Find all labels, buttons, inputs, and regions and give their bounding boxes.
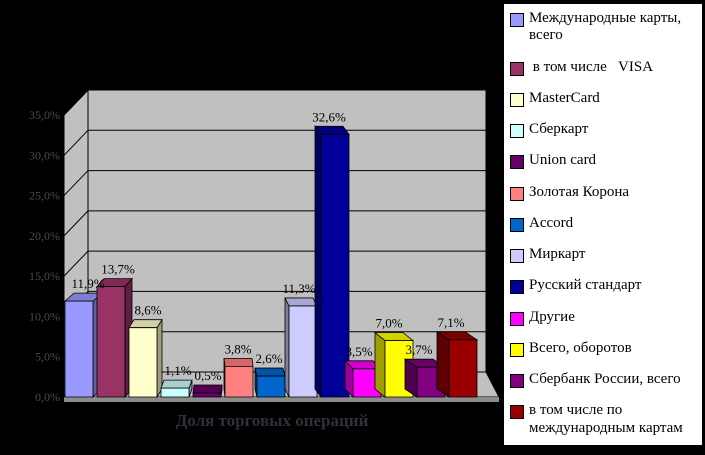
bar-side-13 — [436, 331, 450, 398]
legend-item-label: Union card — [529, 152, 597, 169]
bar-value-label-8: 11,3% — [282, 281, 315, 296]
bar-front-3 — [128, 327, 158, 398]
bar-side-3 — [156, 318, 163, 399]
bar-side-8 — [284, 297, 290, 398]
bar-front-1 — [64, 300, 94, 398]
y-tick-label: 30,0% — [29, 148, 60, 162]
y-tick — [63, 129, 89, 156]
legend-color-swatch — [510, 13, 524, 27]
bar-value-label-5: 0,5% — [194, 368, 221, 383]
legend-color-swatch — [510, 217, 524, 232]
legend-item-label: Сберкарт — [529, 121, 589, 138]
legend-item: MasterCard — [510, 90, 700, 107]
legend: Международные карты, всего в том числе V… — [502, 2, 704, 447]
legend-item: Всего, оборотов — [510, 340, 700, 357]
legend-item-label: Миркарт — [529, 246, 586, 263]
legend-color-swatch — [510, 186, 524, 201]
bar-value-label-7: 2,6% — [255, 351, 282, 366]
legend-item: Международные карты, всего — [510, 10, 700, 45]
chart-svg: 0,0% 5,0% 10,0% 15,0% 20,0% 25,0% 30,0% 35,0% 11… — [29, 88, 500, 430]
legend-item: Union card — [510, 152, 700, 170]
legend-color-swatch — [510, 249, 524, 264]
legend-color-swatch — [510, 155, 524, 170]
bar-top-5 — [192, 384, 223, 394]
bar-value-label-4: 1,1% — [164, 363, 191, 378]
legend-item-label: Accord — [529, 214, 574, 231]
bar-front-4 — [160, 387, 190, 398]
legend-item-label: Международные карты, всего — [529, 10, 685, 44]
bar-front-13 — [448, 339, 478, 398]
y-tick-label: 0,0% — [35, 390, 60, 404]
bar-value-label-3: 8,6% — [134, 303, 161, 318]
legend-item: Сбербанк России, всего — [510, 371, 700, 389]
legend-color-swatch — [510, 374, 524, 389]
bar-value-label-9: 32,6% — [312, 109, 346, 124]
y-tick — [63, 210, 89, 237]
legend-item: Accord — [510, 215, 700, 232]
legend-item: Сберкарт — [510, 121, 700, 139]
legend-item-label: MasterCard — [529, 89, 600, 106]
bar-value-label-1: 11,9% — [71, 276, 104, 291]
bar-value-label-11: 7,0% — [375, 316, 402, 331]
legend-item-label: Сбербанк России, всего — [529, 371, 681, 388]
y-tick-label: 20,0% — [29, 229, 60, 243]
bar-top-3 — [128, 319, 163, 329]
legend-item: Золотая Корона — [510, 184, 700, 201]
y-tick — [63, 250, 89, 277]
bar-top-9 — [314, 125, 350, 135]
legend-color-swatch — [510, 61, 524, 76]
y-tick-label: 35,0% — [29, 108, 60, 122]
bar-top-4 — [160, 379, 193, 389]
legend-color-swatch — [510, 311, 524, 326]
bar-front-9 — [320, 133, 350, 398]
legend-item: Другие — [510, 309, 700, 326]
bar-front-7 — [256, 375, 286, 398]
legend-item-label: в том числе по международным картам — [529, 402, 683, 436]
legend-item-label: Другие — [529, 308, 575, 325]
bar-value-label-10: 3,5% — [345, 344, 372, 359]
legend-color-swatch — [510, 124, 524, 139]
bar-value-label-12: 3,7% — [405, 342, 432, 357]
floor-front-edge — [64, 397, 499, 402]
legend-item-label: Русский стандарт — [529, 277, 642, 294]
bar-top-7 — [254, 367, 286, 377]
bar-value-label-2: 13,7% — [101, 262, 135, 277]
x-axis-title: Доля торговых операций — [176, 411, 369, 430]
bar-front-2 — [96, 286, 126, 398]
legend-item: Миркарт — [510, 246, 700, 264]
legend-item: в том числе по международным картам — [510, 402, 700, 437]
y-tick-label: 15,0% — [29, 269, 60, 283]
legend-item: в том числе VISA — [510, 59, 700, 76]
legend-color-swatch — [510, 405, 524, 420]
legend-item-label: в том числе VISA — [529, 58, 654, 75]
legend-item: Русский стандарт — [510, 277, 700, 295]
legend-color-swatch — [510, 92, 524, 107]
bar-value-label-6: 3,8% — [224, 341, 251, 356]
plot-area: 0,0% 5,0% 10,0% 15,0% 20,0% 25,0% 30,0% 35,0% 11… — [29, 88, 500, 404]
y-tick — [63, 170, 89, 196]
legend-item-label: Всего, оборотов — [529, 339, 632, 356]
bar-side-11 — [374, 331, 386, 398]
bar-value-label-13: 7,1% — [437, 315, 464, 330]
y-tick-label: 10,0% — [29, 309, 60, 323]
bar-front-6 — [224, 365, 254, 398]
bar-top-8 — [284, 297, 318, 307]
y-tick-label: 25,0% — [29, 189, 60, 203]
bar-top-6 — [223, 357, 254, 367]
bar-side-9 — [314, 125, 322, 399]
y-tick-label: 5,0% — [35, 350, 60, 364]
y-tick — [63, 89, 89, 116]
bar-front-10 — [352, 368, 382, 398]
bar-front-5 — [192, 392, 222, 398]
bar-front-8 — [288, 305, 318, 398]
legend-item-label: Золотая Корона — [529, 183, 630, 200]
legend-color-swatch — [510, 342, 524, 357]
legend-color-swatch — [510, 280, 524, 295]
